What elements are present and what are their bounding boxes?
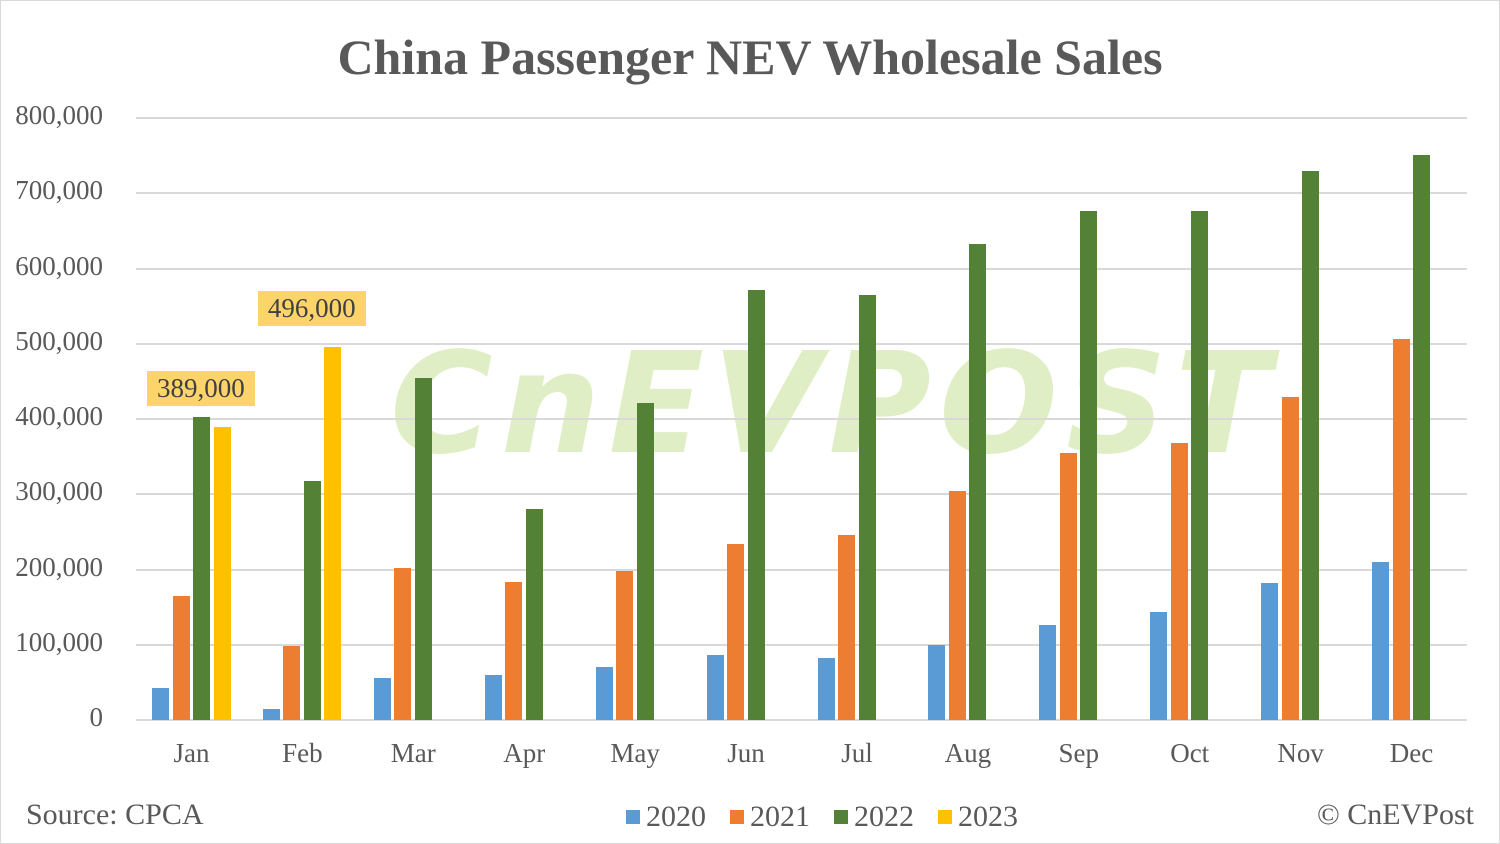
y-tick-label: 600,000 (15, 250, 103, 281)
bar-2021-feb (283, 645, 301, 720)
plot-area (136, 117, 1467, 721)
bar-2022-sep (1080, 211, 1098, 720)
bar-2020-feb (262, 708, 280, 720)
bar-2021-mar (394, 568, 412, 720)
y-tick-label: 200,000 (15, 551, 103, 582)
bar-2021-may (616, 571, 634, 720)
bar-2022-apr (525, 509, 543, 720)
bar-2022-oct (1191, 211, 1209, 720)
bar-2020-oct (1150, 611, 1168, 720)
legend-swatch-icon (834, 810, 848, 824)
x-tick-label: Oct (1170, 738, 1210, 768)
bar-2022-aug (969, 244, 987, 720)
y-tick-label: 0 (89, 702, 104, 732)
bar-2023-feb (324, 346, 342, 720)
legend: 2020 2021 2022 2023 (626, 800, 1018, 834)
gridline (136, 192, 1467, 195)
bar-2022-may (636, 403, 654, 720)
bar-2021-apr (505, 582, 523, 720)
legend-label: 2021 (750, 800, 810, 833)
legend-label: 2022 (854, 800, 914, 833)
y-tick-label: 500,000 (15, 325, 103, 356)
bar-2023-jan (213, 427, 231, 720)
bar-2021-jul (838, 534, 855, 720)
copyright-note: © CnEVPost (1317, 798, 1474, 831)
gridline (136, 117, 1467, 119)
bar-2021-oct (1170, 443, 1188, 720)
bar-2020-jul (817, 658, 835, 720)
y-tick-label: 400,000 (15, 401, 103, 431)
x-tick-label: Nov (1277, 738, 1324, 768)
gridline (136, 643, 1467, 646)
bar-2020-jan (152, 687, 169, 720)
x-tick-label: Jul (841, 738, 873, 768)
x-tick-label: Jan (173, 738, 210, 768)
source-note: Source: CPCA (26, 798, 204, 831)
legend-item-2022: 2022 (834, 800, 914, 834)
bar-2020-may (595, 666, 613, 720)
bar-2021-jun (727, 543, 745, 720)
bar-2022-nov (1302, 171, 1320, 720)
x-tick-label: Dec (1389, 738, 1434, 768)
legend-swatch-icon (938, 810, 952, 824)
bar-2022-dec (1413, 154, 1431, 720)
y-tick-label: 800,000 (15, 100, 103, 130)
y-tick-label: 100,000 (15, 626, 103, 657)
legend-item-2021: 2021 (730, 800, 810, 834)
bar-2021-aug (948, 490, 966, 720)
y-tick-label: 300,000 (15, 476, 103, 507)
bar-2022-jun (747, 289, 765, 720)
bar-2021-dec (1392, 339, 1410, 720)
legend-label: 2023 (958, 800, 1018, 833)
gridline (136, 719, 1467, 721)
bar-2022-jan (193, 416, 210, 720)
y-tick-label: 700,000 (15, 175, 103, 206)
bar-2020-aug (928, 644, 946, 720)
x-tick-label: Mar (390, 738, 436, 768)
x-tick-label: Aug (944, 738, 992, 768)
bar-2020-apr (484, 674, 502, 720)
legend-swatch-icon (730, 810, 744, 824)
legend-item-2020: 2020 (626, 800, 706, 834)
gridline (136, 568, 1467, 571)
data-label: 496,000 (257, 290, 366, 326)
bar-2022-mar (414, 377, 432, 720)
data-label: 389,000 (147, 371, 255, 407)
bar-2020-sep (1039, 625, 1057, 720)
x-tick-label: Feb (282, 738, 323, 768)
x-tick-label: Jun (727, 738, 765, 768)
bar-2020-mar (373, 677, 391, 720)
bar-2021-sep (1059, 452, 1077, 720)
bar-2021-jan (172, 595, 190, 720)
x-tick-label: Sep (1058, 738, 1100, 768)
legend-swatch-icon (626, 810, 640, 824)
bar-2021-nov (1281, 397, 1299, 720)
gridline (136, 267, 1467, 270)
legend-label: 2020 (646, 800, 706, 833)
gridline (136, 342, 1467, 345)
legend-item-2023: 2023 (938, 800, 1018, 834)
bar-2022-jul (858, 294, 876, 720)
gridline (136, 418, 1467, 420)
bar-2020-dec (1372, 561, 1390, 720)
gridline (136, 493, 1467, 496)
chart-title: China Passenger NEV Wholesale Sales (337, 29, 1163, 85)
x-tick-label: Apr (503, 738, 546, 768)
bar-2020-nov (1261, 583, 1279, 720)
bar-2022-feb (303, 481, 321, 720)
bar-2020-jun (706, 654, 724, 720)
x-tick-label: May (610, 738, 660, 768)
